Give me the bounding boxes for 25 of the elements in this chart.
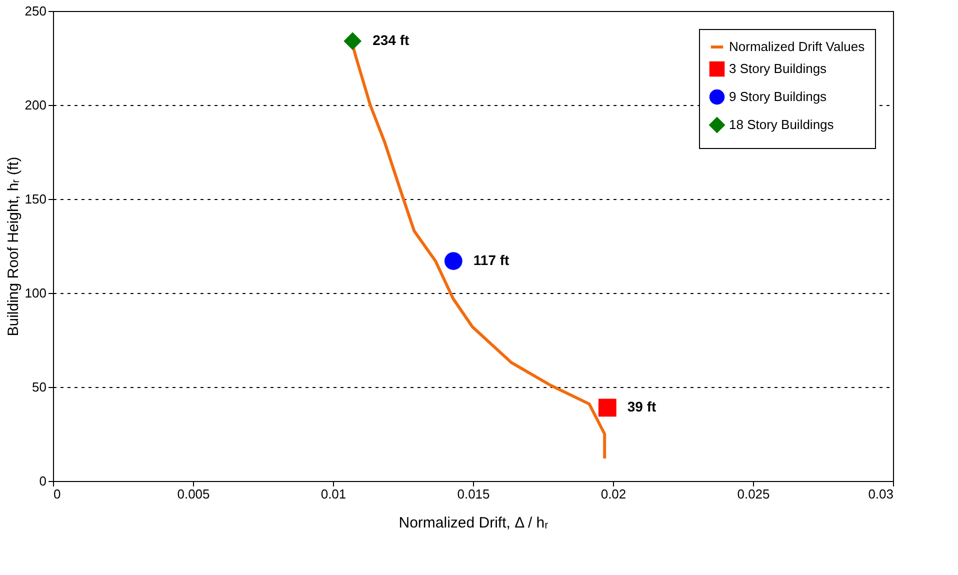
point [598, 398, 616, 417]
legend-label: 9 Story Buildings [729, 89, 828, 104]
y-tick-label: 250 [24, 4, 46, 18]
x-tick-label: 0.005 [177, 486, 210, 502]
x-tick-label: 0.015 [457, 486, 490, 502]
x-tick-label: 0.03 [868, 486, 894, 502]
y-tick-label: 100 [24, 286, 46, 300]
y-tick-label: 50 [32, 380, 46, 394]
point [444, 252, 462, 270]
x-axis-title: Normalized Drift, Δ / hᵣ [398, 514, 549, 532]
x-tick-label: 0.02 [600, 486, 626, 502]
x-tick-label: 0.01 [320, 486, 346, 502]
y-tick-label: 150 [24, 192, 46, 206]
legend-label: 18 Story Buildings [729, 117, 834, 132]
y-tick-label: 0 [39, 474, 46, 488]
annotation: 39 ft [627, 398, 657, 415]
x-tick-label: 0 [54, 486, 61, 502]
y-axis-title: Building Roof Height, hᵣ (ft) [4, 156, 22, 336]
point [344, 32, 362, 50]
annotation: 117 ft [473, 252, 510, 268]
x-tick-label: 0.025 [737, 486, 770, 502]
legend-label: 3 Story Buildings [729, 61, 828, 76]
annotation: 234 ft [372, 32, 410, 48]
y-tick-label: 200 [24, 98, 46, 112]
legend-label: Normalized Drift Values [729, 39, 866, 54]
